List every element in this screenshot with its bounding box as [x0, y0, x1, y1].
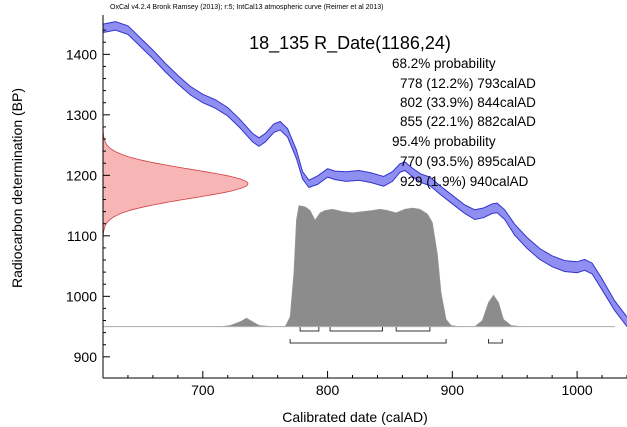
calibration-curve-upper [102, 21, 627, 318]
range-68-bracket [299, 327, 320, 332]
chart-title: 18_135 R_Date(1186,24) [249, 33, 451, 54]
prob-line: 802 (33.9%) 844calAD [400, 95, 536, 110]
prob-line: 778 (12.2%) 793calAD [400, 76, 536, 91]
radiocarbon-distribution-layer [102, 125, 249, 242]
radiocarbon-distribution [102, 125, 249, 242]
plot-area [102, 21, 627, 344]
y-tick-label: 1300 [66, 107, 97, 123]
range-brackets-layer [289, 327, 503, 344]
range-95-bracket [289, 339, 447, 344]
y-tick-label: 1400 [66, 46, 97, 62]
prob-line: 770 (93.5%) 895calAD [400, 154, 536, 169]
probability-summary: 68.2% probability 778 (12.2%) 793calAD 8… [392, 56, 536, 189]
prob-line: 95.4% probability [392, 134, 496, 149]
x-tick-label: 800 [316, 382, 340, 398]
y-tick-label: 900 [74, 349, 98, 365]
range-68-bracket [329, 327, 383, 332]
y-tick-label: 1100 [67, 228, 97, 244]
prob-line: 929 (1.9%) 940calAD [400, 174, 529, 189]
x-tick-label: 1000 [562, 382, 593, 398]
y-tick-label: 1200 [66, 167, 97, 183]
calibration-curve-lower [102, 29, 627, 327]
prob-line: 855 (22.1%) 882calAD [400, 114, 536, 129]
prob-line: 68.2% probability [392, 56, 496, 71]
range-68-bracket [395, 327, 431, 332]
x-tick-label: 900 [441, 382, 465, 398]
x-tick-label: 700 [191, 382, 215, 398]
calibration-curve-band [103, 21, 627, 327]
y-axis-label: Radiocarbon determination (BP) [9, 88, 25, 288]
calibrated-distribution-area [102, 205, 616, 327]
chart-credit: OxCal v4.2.4 Bronk Ramsey (2013); r:5; I… [110, 4, 384, 11]
x-axis-label: Calibrated date (calAD) [282, 409, 428, 425]
calibrated-distribution-layer [102, 205, 616, 328]
range-95-bracket [488, 339, 503, 344]
y-axis: 900 1000 1100 1200 1300 1400 [66, 29, 110, 365]
x-axis: 700 800 900 1000 [102, 371, 627, 398]
y-tick-label: 1000 [66, 288, 97, 304]
calibration-curve-layer [102, 21, 627, 327]
